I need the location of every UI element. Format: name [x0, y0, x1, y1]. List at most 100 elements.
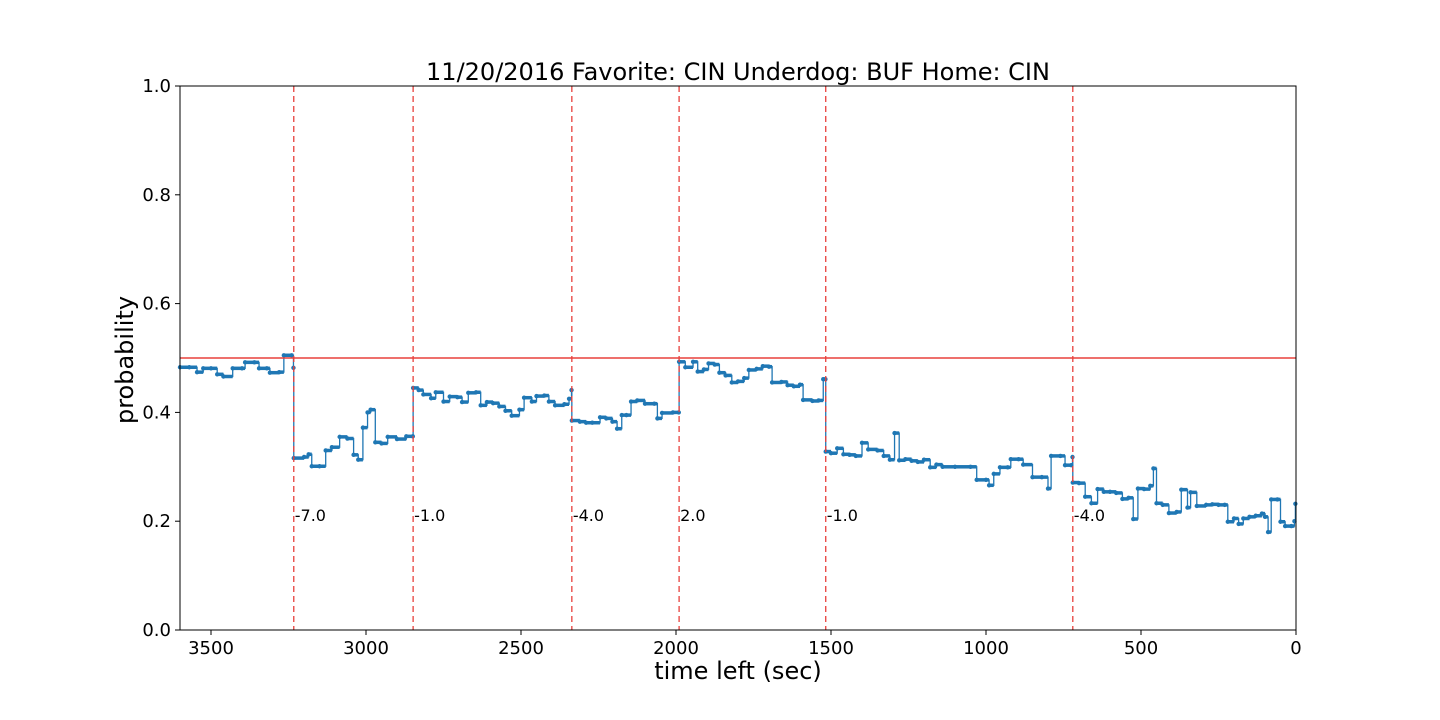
- series-point: [835, 446, 840, 451]
- series-point: [892, 430, 897, 436]
- series-point: [1154, 501, 1159, 506]
- series-point: [791, 384, 796, 389]
- series-point: [221, 374, 226, 379]
- x-tick-label: 0: [1290, 638, 1301, 659]
- series-point: [909, 458, 914, 464]
- score-event-label: -1.0: [414, 506, 445, 525]
- series-point: [264, 366, 269, 371]
- series-point: [614, 426, 620, 431]
- series-point: [1114, 490, 1119, 496]
- series-point: [635, 398, 640, 403]
- series-point: [1120, 496, 1125, 502]
- x-tick-label: 3000: [343, 638, 389, 659]
- series-point: [1203, 502, 1209, 508]
- x-tick-label: 2000: [653, 638, 699, 659]
- series-point: [1269, 497, 1274, 502]
- series-point: [816, 398, 821, 403]
- series-point: [1076, 480, 1082, 486]
- series-point: [323, 448, 328, 453]
- series-point: [277, 369, 282, 375]
- series-point: [729, 380, 734, 385]
- series-point: [289, 353, 294, 358]
- series-point: [859, 440, 865, 446]
- x-tick-label: 500: [1124, 638, 1158, 659]
- series-point: [1188, 490, 1193, 495]
- series-point: [509, 413, 514, 418]
- chart-title: 11/20/2016 Favorite: CIN Underdog: BUF H…: [426, 58, 1050, 86]
- series-point: [1236, 521, 1241, 527]
- x-tick-label: 1500: [808, 638, 854, 659]
- series-point: [345, 436, 350, 441]
- series-point: [952, 464, 958, 469]
- series-point: [881, 453, 886, 459]
- series-point: [562, 402, 567, 407]
- series-point: [968, 464, 973, 469]
- series-point: [1030, 474, 1035, 480]
- plot-frame: [179, 85, 1297, 631]
- series-point: [1194, 503, 1200, 509]
- series-point: [974, 477, 979, 483]
- series-point: [301, 454, 307, 460]
- series-point: [360, 425, 366, 430]
- series-point: [1039, 474, 1045, 480]
- series-point: [379, 441, 384, 446]
- series-point: [760, 363, 765, 369]
- series-point: [903, 456, 908, 462]
- series-point: [385, 434, 390, 440]
- series-point: [785, 383, 790, 388]
- series-point: [1262, 514, 1268, 520]
- series-point: [466, 390, 471, 396]
- series-point: [712, 362, 717, 367]
- series-point: [1062, 462, 1068, 468]
- series-point: [655, 416, 660, 421]
- series-point: [239, 366, 245, 371]
- x-axis-label: time left (sec): [654, 657, 822, 685]
- score-event-label: -1.0: [827, 506, 858, 525]
- series-point: [659, 410, 665, 416]
- series-point: [610, 419, 615, 424]
- series-point: [351, 452, 356, 458]
- series-point: [1070, 480, 1076, 485]
- series-point: [256, 366, 262, 371]
- series-point: [394, 436, 400, 442]
- series-point: [368, 407, 373, 412]
- series-point: [887, 457, 893, 462]
- series-point: [329, 445, 335, 450]
- series-point: [208, 366, 214, 371]
- series-point: [356, 457, 361, 462]
- x-tick-label: 1000: [963, 638, 1009, 659]
- series-point: [723, 373, 728, 378]
- series-point: [875, 448, 880, 453]
- series-point: [421, 392, 426, 397]
- series-point: [1126, 495, 1131, 501]
- series-point: [779, 379, 784, 385]
- series-point: [546, 399, 552, 404]
- x-tick-label: 3500: [188, 638, 234, 659]
- series-point: [534, 393, 539, 399]
- series-point: [428, 396, 434, 401]
- series-point: [242, 360, 248, 365]
- plot-area: -7.0 -1.0 -4.0 2.0 -1.0 -4.0 3500 3000 2500 2000 1…: [142, 76, 1301, 659]
- y-tick-label: 1.0: [142, 76, 171, 97]
- series-point: [746, 367, 752, 373]
- series-point: [766, 364, 772, 369]
- series-point: [473, 390, 479, 395]
- series-point: [1282, 523, 1288, 529]
- series-point: [742, 375, 747, 381]
- series-point: [1225, 519, 1231, 524]
- score-event-label: -4.0: [1074, 506, 1105, 525]
- series-point: [769, 380, 775, 385]
- series-point: [866, 447, 871, 452]
- series-point: [1259, 511, 1265, 516]
- series-point: [566, 396, 572, 401]
- series-point: [754, 366, 759, 372]
- series-point: [652, 401, 657, 406]
- series-point: [252, 360, 257, 365]
- series-point: [1107, 489, 1113, 495]
- series-point: [624, 412, 629, 418]
- series-point: [1016, 456, 1021, 462]
- series-point: [921, 457, 927, 462]
- series-point: [503, 408, 508, 413]
- series-point: [1210, 502, 1215, 507]
- series-point: [810, 398, 815, 404]
